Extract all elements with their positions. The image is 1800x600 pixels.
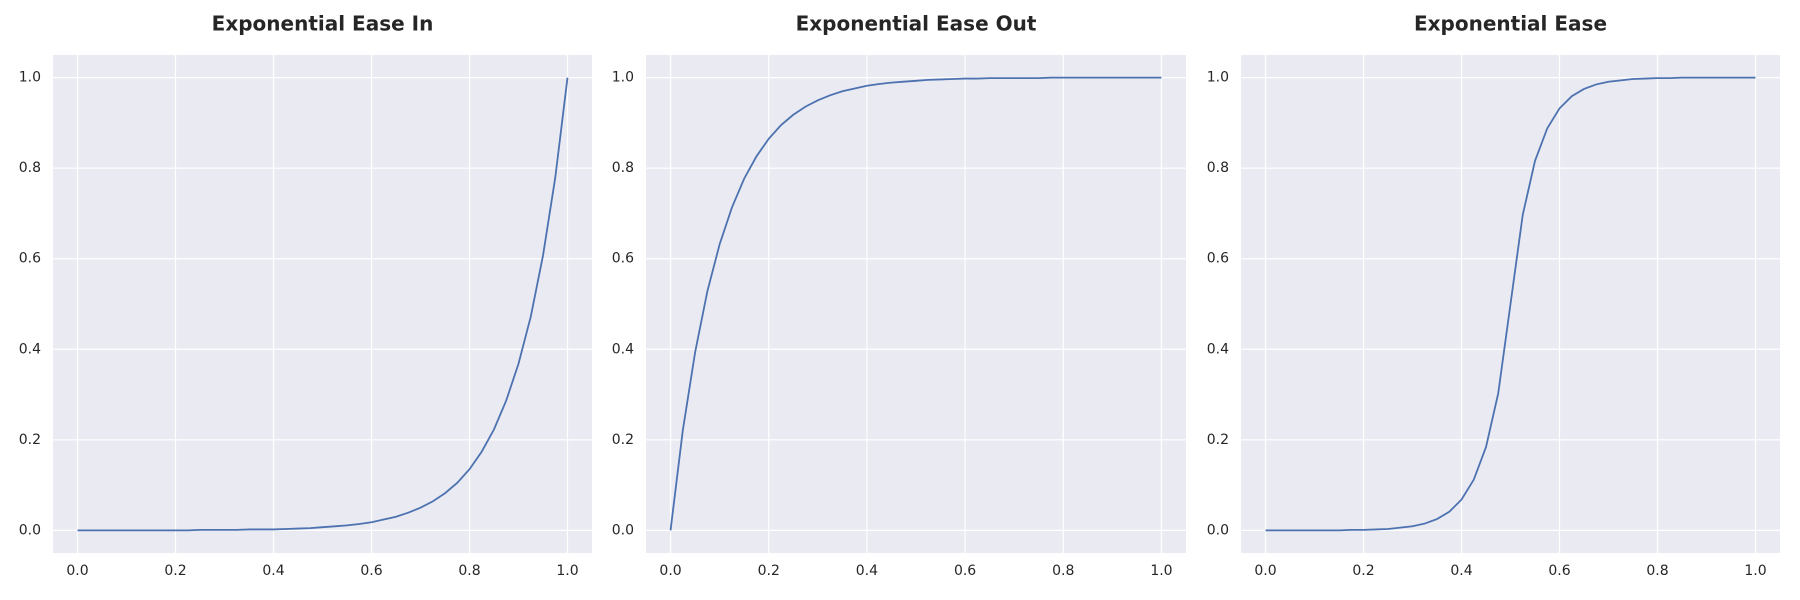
x-tick-label: 0.6 [360, 563, 382, 579]
line [1265, 76, 1756, 532]
x-tick-label: 0.4 [1450, 563, 1472, 579]
y-tick-label: 0.8 [19, 160, 41, 176]
x-tick-label: 0.6 [1548, 563, 1570, 579]
x-tick-label: 1.0 [1744, 563, 1766, 579]
x-tick-label: 1.0 [1150, 563, 1172, 579]
line [669, 76, 1162, 531]
subplot-title: Exponential Ease Out [796, 12, 1037, 36]
subplot: Exponential Ease In 0.0 0.2 0.4 0.6 0.8 1.0 0.0… [19, 12, 592, 579]
y-tick-label: 0.4 [19, 341, 41, 357]
y-tick-label: 1.0 [19, 70, 41, 86]
subplot: Exponential Ease 0.0 0.2 0.4 0.6 0.8 1.0 0.0 0.2… [1207, 12, 1780, 579]
x-tick-label: 1.0 [556, 563, 578, 579]
y-tick-label: 0.2 [19, 432, 41, 448]
x-tick-label: 0.4 [262, 563, 284, 579]
x-tick-label: 0.2 [1352, 563, 1374, 579]
plot-area [53, 55, 592, 553]
x-tick-label: 0.6 [954, 563, 976, 579]
x-tick-label: 0.0 [1254, 563, 1276, 579]
plot-area [646, 55, 1186, 553]
subplot-title: Exponential Ease [1414, 12, 1607, 36]
y-tick-label: 0.4 [612, 341, 634, 357]
y-tick-label: 0.6 [19, 251, 41, 267]
subplot-title: Exponential Ease In [212, 12, 434, 36]
y-tick-label: 1.0 [1207, 70, 1229, 86]
y-tick-label: 0.4 [1207, 341, 1229, 357]
x-tick-label: 0.2 [758, 563, 780, 579]
y-tick-label: 0.2 [612, 432, 634, 448]
line [77, 77, 569, 532]
subplot: Exponential Ease Out 0.0 0.2 0.4 0.6 0.8 1.0 0.… [612, 12, 1186, 579]
y-tick-label: 0.6 [1207, 251, 1229, 267]
y-tick-label: 1.0 [612, 70, 634, 86]
y-tick-label: 0.2 [1207, 432, 1229, 448]
x-tick-label: 0.8 [458, 563, 480, 579]
x-tick-label: 0.2 [164, 563, 186, 579]
y-tick-label: 0.8 [612, 160, 634, 176]
x-tick-label: 0.8 [1052, 563, 1074, 579]
y-tick-label: 0.8 [1207, 160, 1229, 176]
y-tick-label: 0.6 [612, 251, 634, 267]
x-tick-label: 0.8 [1646, 563, 1668, 579]
y-tick-label: 0.0 [612, 522, 634, 538]
x-tick-label: 0.4 [856, 563, 878, 579]
y-tick-label: 0.0 [19, 522, 41, 538]
y-tick-label: 0.0 [1207, 522, 1229, 538]
x-tick-label: 0.0 [66, 563, 88, 579]
x-tick-label: 0.0 [659, 563, 681, 579]
